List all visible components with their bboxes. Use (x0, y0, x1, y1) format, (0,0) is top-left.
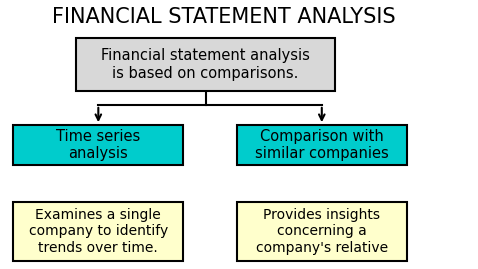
Text: Time series
analysis: Time series analysis (56, 129, 141, 161)
Bar (237, 202, 407, 261)
Text: Provides insights
concerning a
company's relative: Provides insights concerning a company's… (256, 208, 388, 254)
Bar (237, 125, 407, 165)
Bar (13, 125, 183, 165)
Text: Financial statement analysis
is based on comparisons.: Financial statement analysis is based on… (101, 48, 310, 81)
Bar (13, 202, 183, 261)
Text: Comparison with
similar companies: Comparison with similar companies (255, 129, 389, 161)
Text: FINANCIAL STATEMENT ANALYSIS: FINANCIAL STATEMENT ANALYSIS (52, 7, 395, 27)
Text: Examines a single
company to identify
trends over time.: Examines a single company to identify tr… (29, 208, 168, 254)
Bar (76, 38, 335, 91)
